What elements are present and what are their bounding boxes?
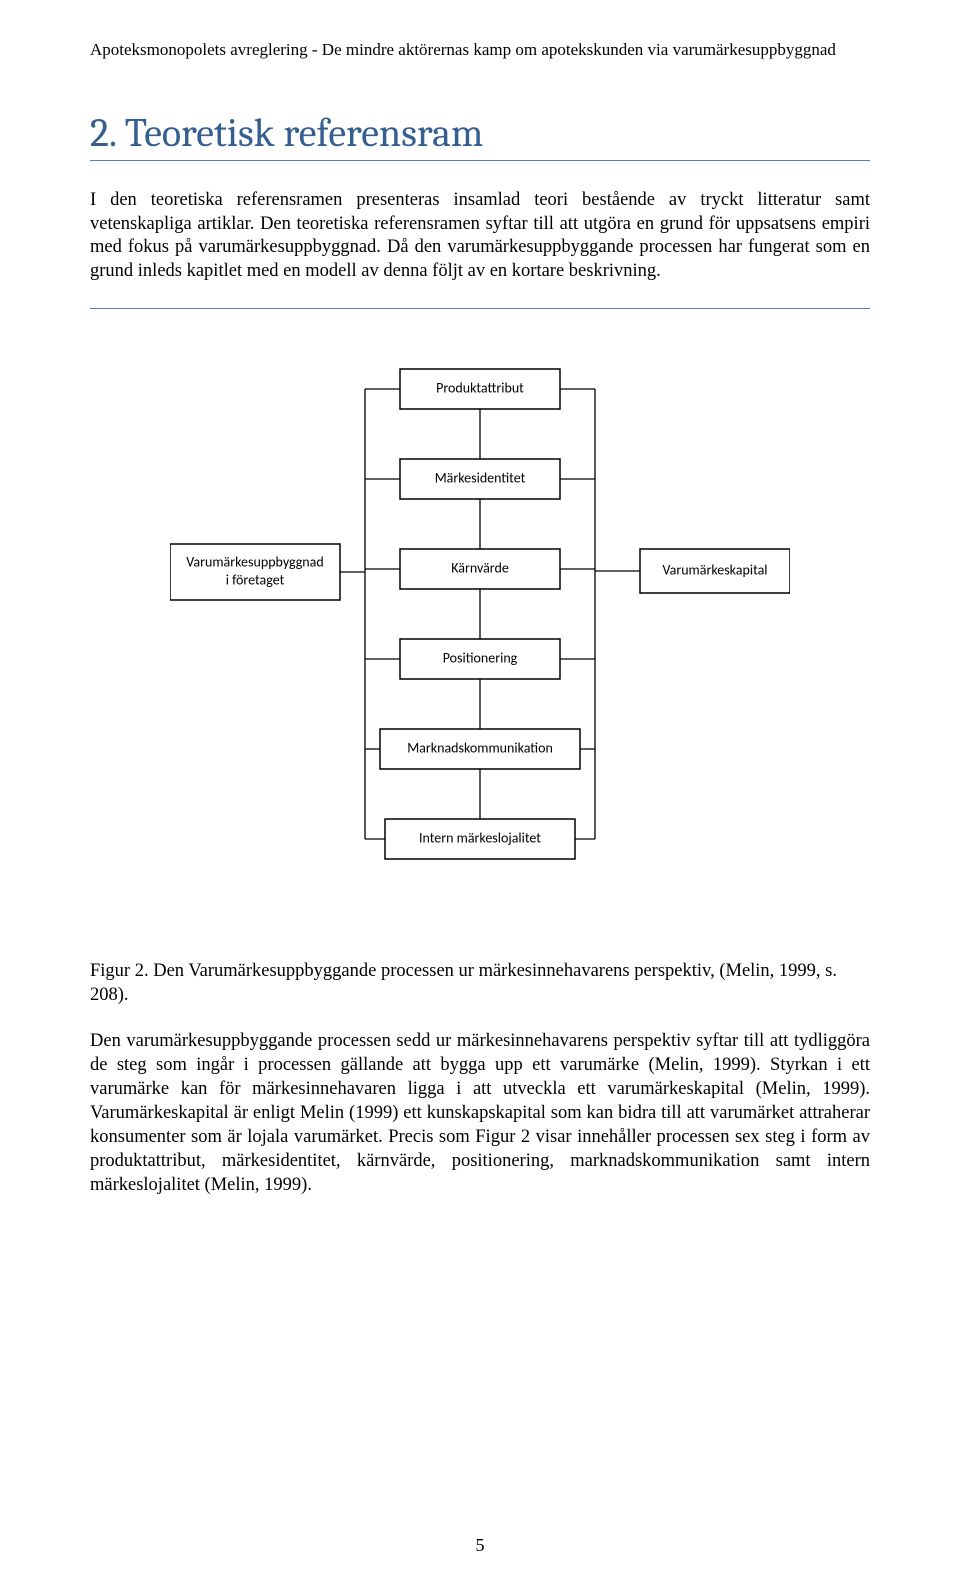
intro-paragraph: I den teoretiska referensramen presenter… [90,189,870,284]
section-rule [90,308,870,309]
svg-text:Kärnvärde: Kärnvärde [451,559,509,576]
svg-text:Varumärkeskapital: Varumärkeskapital [662,561,767,578]
figure-caption: Figur 2. Den Varumärkesuppbyggande proce… [90,959,870,1007]
running-header: Apoteksmonopolets avreglering - De mindr… [90,40,870,60]
flowchart-diagram: Produktattribut Märkesidentitet Kärnvärde P… [170,349,790,909]
svg-text:Produktattribut: Produktattribut [436,379,524,396]
body-paragraph: Den varumärkesuppbyggande processen sedd… [90,1029,870,1197]
svg-text:i företaget: i företaget [226,571,285,588]
svg-text:Varumärkesuppbyggnad: Varumärkesuppbyggnad [186,553,323,570]
svg-text:Marknadskommunikation: Marknadskommunikation [407,739,553,756]
page-number: 5 [0,1535,960,1556]
section-title: 2. Teoretisk referensram [90,110,870,161]
svg-text:Positionering: Positionering [443,649,518,666]
svg-text:Märkesidentitet: Märkesidentitet [435,469,526,486]
svg-text:Intern märkeslojalitet: Intern märkeslojalitet [419,829,541,846]
